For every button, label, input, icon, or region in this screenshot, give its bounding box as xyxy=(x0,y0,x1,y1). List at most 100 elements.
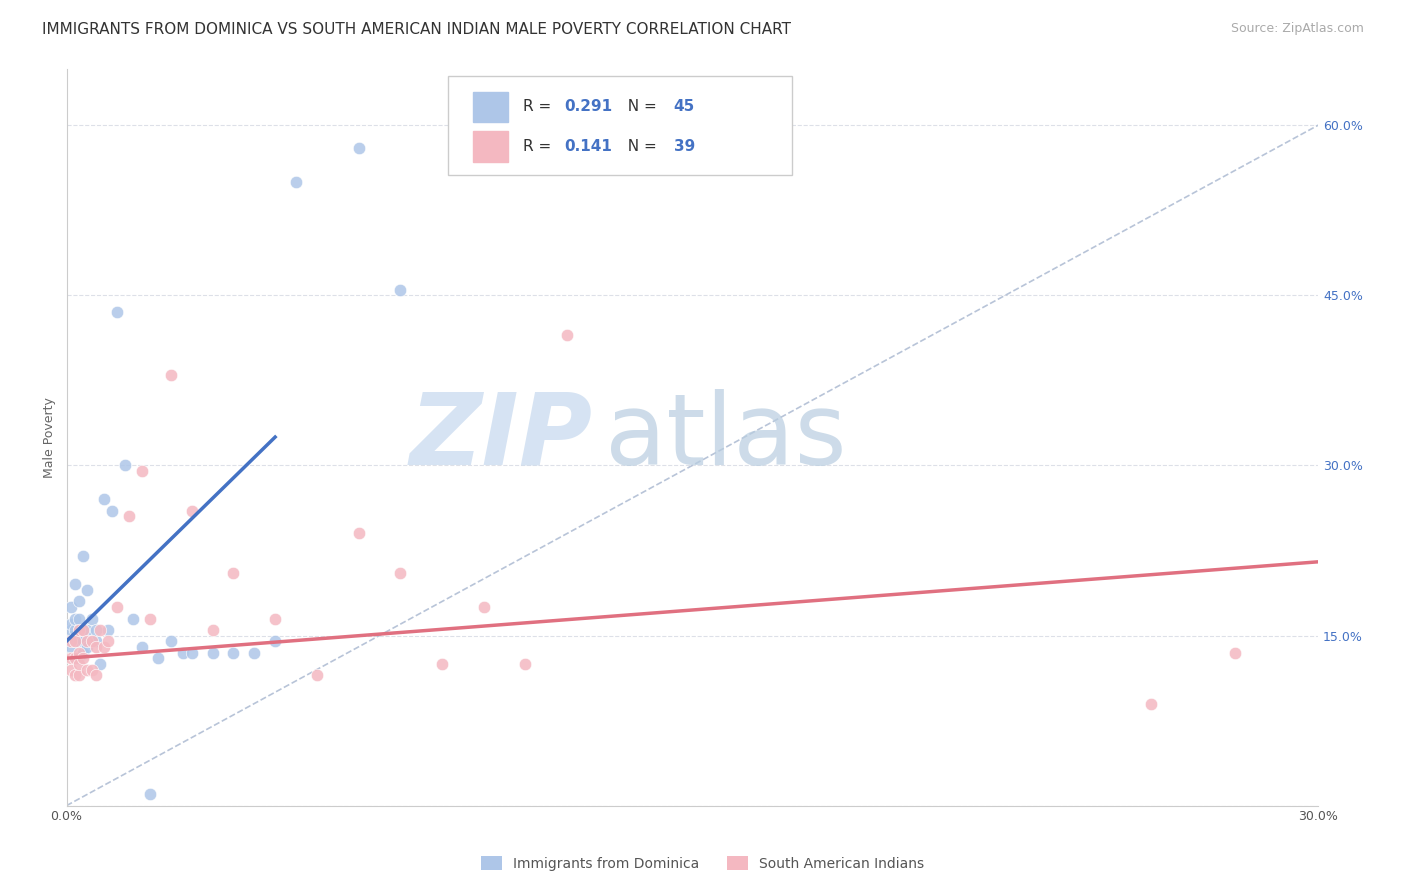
Point xyxy=(1140,697,1163,711)
Point xyxy=(160,634,183,648)
Point xyxy=(63,623,86,637)
Point xyxy=(89,657,111,671)
Point xyxy=(59,651,82,665)
Text: 39: 39 xyxy=(673,139,695,154)
Point xyxy=(72,549,94,563)
Point xyxy=(59,640,82,654)
Point xyxy=(389,283,412,297)
Point xyxy=(555,328,578,343)
Text: N =: N = xyxy=(619,139,662,154)
Point xyxy=(63,651,86,665)
Point xyxy=(67,623,90,637)
Text: ZIP: ZIP xyxy=(409,389,592,485)
Point xyxy=(63,651,86,665)
Point xyxy=(172,646,194,660)
Point xyxy=(97,634,120,648)
Point xyxy=(285,175,308,189)
Point xyxy=(67,657,90,671)
Text: 45: 45 xyxy=(673,100,695,114)
Point xyxy=(72,634,94,648)
Point xyxy=(63,634,86,648)
Point xyxy=(515,657,537,671)
Point xyxy=(472,600,495,615)
Point xyxy=(76,634,98,648)
Text: IMMIGRANTS FROM DOMINICA VS SOUTH AMERICAN INDIAN MALE POVERTY CORRELATION CHART: IMMIGRANTS FROM DOMINICA VS SOUTH AMERIC… xyxy=(42,22,792,37)
Point xyxy=(80,611,103,625)
Y-axis label: Male Poverty: Male Poverty xyxy=(44,397,56,477)
Point xyxy=(93,492,115,507)
Point xyxy=(67,651,90,665)
FancyBboxPatch shape xyxy=(474,92,509,122)
Text: R =: R = xyxy=(523,139,557,154)
Point xyxy=(84,623,107,637)
Point xyxy=(1223,646,1246,660)
Point xyxy=(63,611,86,625)
Point xyxy=(84,668,107,682)
Point xyxy=(93,640,115,654)
FancyBboxPatch shape xyxy=(449,76,793,176)
Point xyxy=(148,651,170,665)
Point xyxy=(67,668,90,682)
Point xyxy=(84,634,107,648)
Point xyxy=(139,787,162,801)
Text: atlas: atlas xyxy=(605,389,846,485)
Point xyxy=(201,623,224,637)
Point xyxy=(243,646,266,660)
Point xyxy=(222,646,245,660)
Point xyxy=(201,646,224,660)
FancyBboxPatch shape xyxy=(474,131,509,162)
Point xyxy=(67,611,90,625)
Point xyxy=(59,623,82,637)
Point xyxy=(63,634,86,648)
Point xyxy=(101,504,124,518)
Point xyxy=(76,663,98,677)
Point xyxy=(347,141,370,155)
Text: Source: ZipAtlas.com: Source: ZipAtlas.com xyxy=(1230,22,1364,36)
Point xyxy=(264,611,287,625)
Point xyxy=(131,464,153,478)
Point xyxy=(72,623,94,637)
Point xyxy=(72,623,94,637)
Point xyxy=(59,634,82,648)
Point xyxy=(131,640,153,654)
Point xyxy=(67,646,90,660)
Point xyxy=(72,651,94,665)
Point xyxy=(59,617,82,632)
Legend: Immigrants from Dominica, South American Indians: Immigrants from Dominica, South American… xyxy=(475,850,931,876)
Point xyxy=(105,305,128,319)
Text: 0.291: 0.291 xyxy=(565,100,613,114)
Point xyxy=(89,623,111,637)
Point xyxy=(80,663,103,677)
Point xyxy=(59,663,82,677)
Text: N =: N = xyxy=(619,100,662,114)
Point xyxy=(139,611,162,625)
Point xyxy=(67,623,90,637)
Point xyxy=(59,600,82,615)
Point xyxy=(105,600,128,615)
Point xyxy=(180,504,202,518)
Point xyxy=(97,623,120,637)
Point xyxy=(222,566,245,581)
Point xyxy=(76,583,98,598)
Point xyxy=(80,634,103,648)
Point xyxy=(264,634,287,648)
Point xyxy=(63,577,86,591)
Point xyxy=(389,566,412,581)
Point xyxy=(160,368,183,382)
Text: 0.141: 0.141 xyxy=(565,139,613,154)
Point xyxy=(80,634,103,648)
Point xyxy=(347,526,370,541)
Point xyxy=(305,668,328,682)
Point xyxy=(114,458,136,473)
Point xyxy=(67,634,90,648)
Point xyxy=(72,646,94,660)
Point xyxy=(430,657,453,671)
Text: R =: R = xyxy=(523,100,557,114)
Point xyxy=(118,509,141,524)
Point xyxy=(122,611,145,625)
Point xyxy=(67,594,90,608)
Point xyxy=(63,668,86,682)
Point xyxy=(180,646,202,660)
Point xyxy=(76,623,98,637)
Point xyxy=(84,640,107,654)
